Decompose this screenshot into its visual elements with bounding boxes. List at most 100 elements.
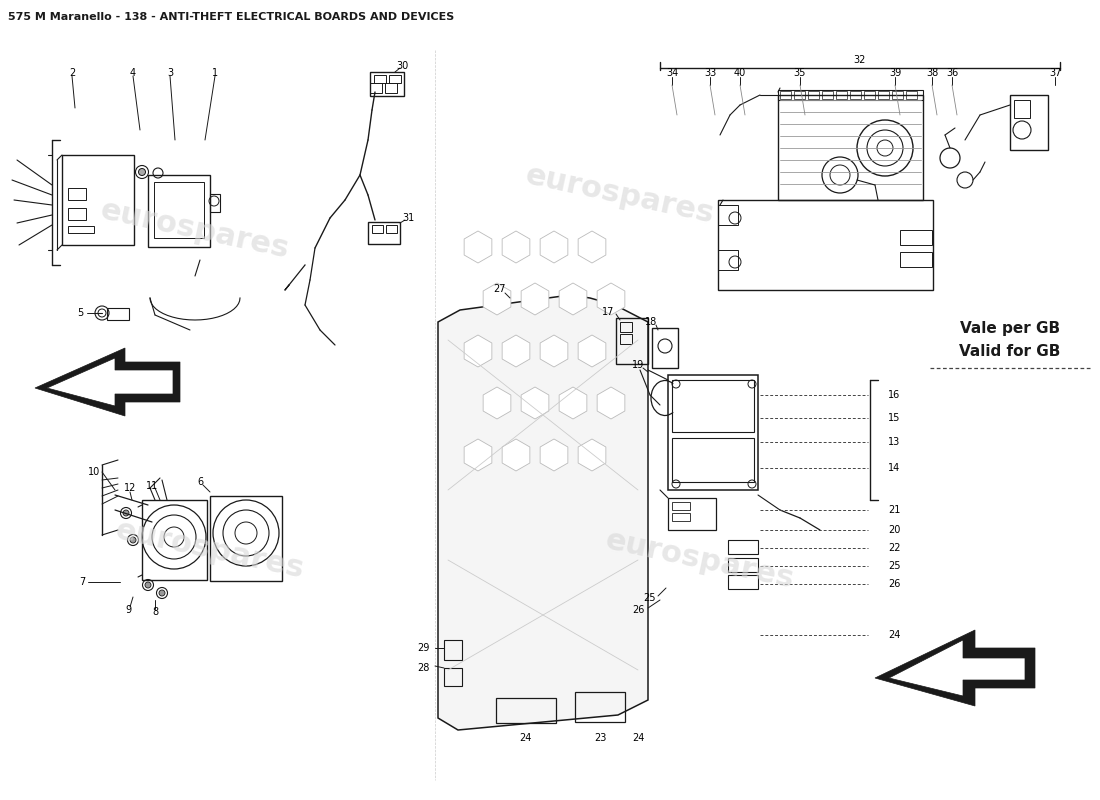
Text: 24: 24 — [888, 630, 901, 640]
Text: 33: 33 — [704, 68, 716, 78]
Polygon shape — [521, 387, 549, 419]
Bar — [668, 375, 758, 490]
Bar — [374, 75, 386, 83]
Text: Vale per GB
Valid for GB: Vale per GB Valid for GB — [959, 322, 1060, 358]
Bar — [778, 90, 923, 100]
Circle shape — [139, 169, 145, 175]
Text: eurospares: eurospares — [603, 526, 798, 594]
Text: 4: 4 — [130, 68, 136, 78]
Text: 18: 18 — [645, 317, 657, 327]
Text: 28: 28 — [418, 663, 430, 673]
Polygon shape — [47, 358, 173, 406]
Bar — [808, 91, 820, 99]
Text: 36: 36 — [946, 68, 958, 78]
Polygon shape — [540, 231, 568, 263]
Polygon shape — [579, 335, 606, 367]
Polygon shape — [464, 439, 492, 471]
Polygon shape — [579, 231, 606, 263]
Text: 25: 25 — [644, 593, 657, 603]
Bar — [154, 182, 204, 238]
Polygon shape — [540, 439, 568, 471]
Bar — [370, 72, 404, 96]
Bar — [892, 91, 903, 99]
Bar — [620, 334, 632, 344]
Text: 34: 34 — [666, 68, 678, 78]
Bar — [142, 500, 207, 580]
Text: 7: 7 — [79, 577, 85, 587]
Polygon shape — [502, 231, 530, 263]
Bar — [672, 513, 690, 521]
Text: 40: 40 — [734, 68, 746, 78]
Text: 35: 35 — [794, 68, 806, 78]
Bar — [672, 502, 690, 510]
Text: 24: 24 — [631, 733, 645, 743]
Bar — [900, 252, 932, 267]
Polygon shape — [438, 295, 648, 730]
Bar — [728, 575, 758, 589]
Text: 12: 12 — [124, 483, 136, 493]
Polygon shape — [483, 387, 510, 419]
Polygon shape — [559, 283, 587, 315]
Bar — [1010, 95, 1048, 150]
Bar — [728, 540, 758, 554]
Polygon shape — [559, 387, 587, 419]
Bar — [148, 175, 210, 247]
Bar — [107, 308, 129, 320]
Bar — [444, 668, 462, 686]
Text: eurospares: eurospares — [98, 196, 293, 264]
Bar — [778, 95, 923, 200]
Text: 24: 24 — [519, 733, 531, 743]
Text: 29: 29 — [418, 643, 430, 653]
Text: 10: 10 — [88, 467, 100, 477]
Bar — [372, 225, 383, 233]
Text: 22: 22 — [888, 543, 901, 553]
Polygon shape — [889, 640, 1025, 696]
Bar — [672, 380, 754, 432]
Polygon shape — [874, 630, 1035, 706]
Text: 30: 30 — [396, 61, 408, 71]
Polygon shape — [521, 283, 549, 315]
Text: 15: 15 — [888, 413, 901, 423]
Bar — [794, 91, 805, 99]
Text: 8: 8 — [152, 607, 158, 617]
Bar — [210, 194, 220, 212]
Text: 37: 37 — [1048, 68, 1062, 78]
Polygon shape — [35, 348, 180, 416]
Text: 26: 26 — [888, 579, 901, 589]
Bar — [496, 698, 556, 723]
Text: 16: 16 — [888, 390, 900, 400]
Bar — [878, 91, 889, 99]
Text: 39: 39 — [889, 68, 901, 78]
Text: 17: 17 — [602, 307, 614, 317]
Bar — [900, 230, 932, 245]
Text: 14: 14 — [888, 463, 900, 473]
Text: 23: 23 — [594, 733, 606, 743]
Bar — [68, 226, 94, 233]
Bar — [386, 225, 397, 233]
Bar — [906, 91, 917, 99]
Text: 25: 25 — [888, 561, 901, 571]
Bar — [62, 155, 134, 245]
Bar — [389, 75, 402, 83]
Bar — [368, 222, 400, 244]
Polygon shape — [579, 439, 606, 471]
Text: 3: 3 — [167, 68, 173, 78]
Text: 26: 26 — [631, 605, 645, 615]
Bar — [210, 496, 282, 581]
Bar — [385, 83, 397, 93]
Bar — [728, 558, 758, 572]
Text: 21: 21 — [888, 505, 901, 515]
Text: 19: 19 — [631, 360, 645, 370]
Bar — [850, 91, 861, 99]
Text: 27: 27 — [494, 284, 506, 294]
Text: 31: 31 — [402, 213, 414, 223]
Text: eurospares: eurospares — [113, 516, 307, 584]
Bar — [822, 91, 833, 99]
Bar — [370, 83, 382, 93]
Polygon shape — [540, 335, 568, 367]
Bar — [718, 200, 933, 290]
Bar — [718, 205, 738, 225]
Text: 11: 11 — [146, 481, 158, 491]
Circle shape — [123, 510, 129, 516]
Bar — [864, 91, 874, 99]
